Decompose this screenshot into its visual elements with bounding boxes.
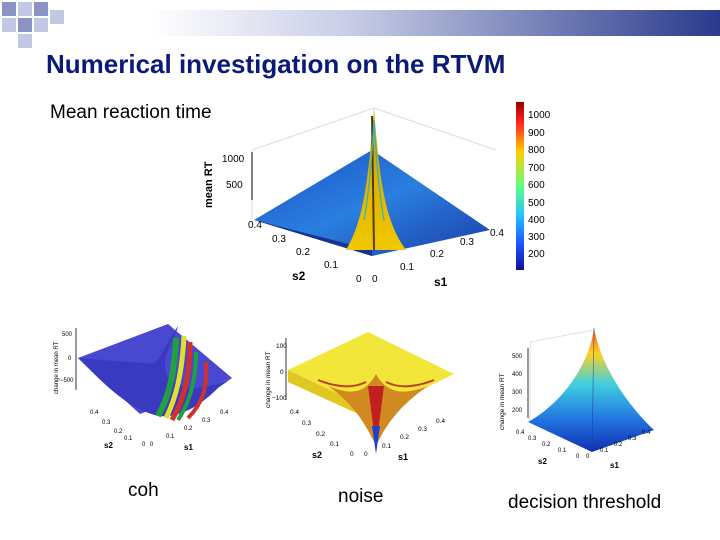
s1-axis-label: s1	[398, 452, 408, 462]
z-tick: 300	[512, 390, 523, 396]
s2-tick: 0.2	[542, 442, 551, 448]
s2-tick: 0.4	[290, 409, 299, 416]
s1-tick: 0.2	[430, 249, 444, 260]
deco-square	[34, 18, 48, 32]
main-surface-plot: mean RT 1000 500 0.4 0.3 0.2 0.1 0 s2 0 …	[196, 100, 560, 292]
s2-axis-label: s2	[538, 457, 547, 466]
colorbar-tick: 200	[528, 249, 545, 260]
s1-axis-label: s1	[610, 461, 619, 470]
deco-square	[18, 18, 32, 32]
z-axis-label: change in mean RT	[499, 373, 506, 430]
surface-shade	[254, 220, 372, 256]
s1-tick: 0.3	[418, 426, 427, 433]
z-tick: 400	[512, 372, 523, 378]
z-tick: 0	[280, 369, 284, 376]
deco-square	[50, 10, 64, 24]
z-tick: 100	[276, 343, 287, 350]
s2-tick: 0.1	[324, 260, 338, 271]
colorbar-tick: 700	[528, 163, 545, 174]
s1-tick: 0.2	[184, 426, 193, 432]
colorbar	[516, 102, 524, 270]
s1-tick: 0	[150, 442, 154, 448]
s1-tick: 0.2	[614, 442, 623, 448]
slide-title: Numerical investigation on the RTVM	[46, 49, 506, 79]
header-decoration	[2, 2, 720, 48]
s2-tick: 0	[142, 442, 146, 448]
s2-tick: 0.4	[90, 410, 99, 416]
z-tick: −500	[60, 378, 74, 384]
deco-square	[18, 2, 32, 16]
s1-tick: 0.4	[220, 410, 229, 416]
z-tick: 0	[68, 356, 72, 362]
s2-tick: 0	[576, 454, 580, 460]
surface-cone	[528, 328, 654, 452]
noise-surface-plot: change in mean RT 100 0 −100 0.4 0.3 0.2…	[258, 326, 458, 464]
threshold-surface-plot: change in mean RT 500 400 300 200 0.4 0.…	[494, 322, 664, 472]
z-axis-label: mean RT	[203, 161, 215, 208]
z-axis-label: change in mean RT	[265, 351, 272, 408]
caption-decision-threshold: decision threshold	[508, 492, 662, 513]
s2-tick: 0.4	[516, 430, 525, 436]
s2-tick: 0.3	[528, 436, 537, 442]
z-tick: −100	[272, 395, 287, 402]
s2-tick: 0.1	[330, 441, 339, 448]
surface-peak	[346, 110, 406, 250]
s2-tick: 0.4	[248, 220, 262, 231]
colorbar-tick: 300	[528, 232, 545, 243]
colorbar-tick: 900	[528, 128, 545, 139]
z-tick: 1000	[222, 154, 245, 165]
s2-tick: 0	[350, 451, 354, 458]
s1-tick: 0.4	[436, 418, 445, 425]
s1-tick: 0.3	[460, 237, 474, 248]
z-tick: 500	[62, 332, 73, 338]
s2-tick: 0.2	[316, 431, 325, 438]
s2-tick: 0.1	[124, 436, 133, 442]
z-tick: 500	[512, 354, 523, 360]
s2-tick: 0.3	[102, 420, 111, 426]
s2-tick: 0.2	[296, 247, 310, 258]
s1-axis-label: s1	[184, 443, 193, 452]
s1-tick: 0.1	[400, 262, 414, 273]
s2-tick: 0.1	[558, 448, 567, 454]
colorbar-tick: 1000	[528, 110, 551, 121]
s2-tick: 0	[356, 274, 362, 285]
colorbar-tick: 600	[528, 180, 545, 191]
deco-square	[34, 2, 48, 16]
s1-tick: 0	[586, 454, 590, 460]
z-axis-label: change in mean RT	[54, 341, 60, 394]
s2-tick: 0.3	[272, 234, 286, 245]
s2-tick: 0.2	[114, 429, 123, 435]
caption-coh: coh	[128, 480, 159, 501]
s1-tick: 0.2	[400, 434, 409, 441]
surface-fold	[78, 326, 232, 417]
deco-square	[18, 34, 32, 48]
s1-axis-label: s1	[434, 275, 448, 289]
s1-tick: 0	[372, 274, 378, 285]
s1-tick: 0.3	[202, 418, 211, 424]
s1-tick: 0.4	[642, 430, 651, 436]
s1-tick: 0.4	[490, 228, 504, 239]
s2-axis-label: s2	[104, 441, 113, 450]
colorbar-tick: 400	[528, 215, 545, 226]
deco-square	[2, 2, 16, 16]
z-tick: 200	[512, 408, 523, 414]
s2-tick: 0.3	[302, 420, 311, 427]
s1-tick: 0.1	[600, 448, 609, 454]
s1-tick: 0.3	[628, 436, 637, 442]
z-tick: 500	[226, 180, 243, 191]
slide-subtitle: Mean reaction time	[50, 102, 212, 123]
coh-surface-plot: change in mean RT 500 0 −500 0.4 0.3 0.2…	[48, 318, 238, 456]
s1-tick: 0.1	[382, 443, 391, 450]
s2-axis-label: s2	[312, 450, 322, 460]
s1-tick: 0.1	[166, 434, 175, 440]
deco-square	[2, 18, 16, 32]
colorbar-tick: 500	[528, 198, 545, 209]
s2-axis-label: s2	[292, 269, 306, 283]
s1-tick: 0	[364, 451, 368, 458]
colorbar-tick: 800	[528, 145, 545, 156]
caption-noise: noise	[338, 486, 384, 507]
